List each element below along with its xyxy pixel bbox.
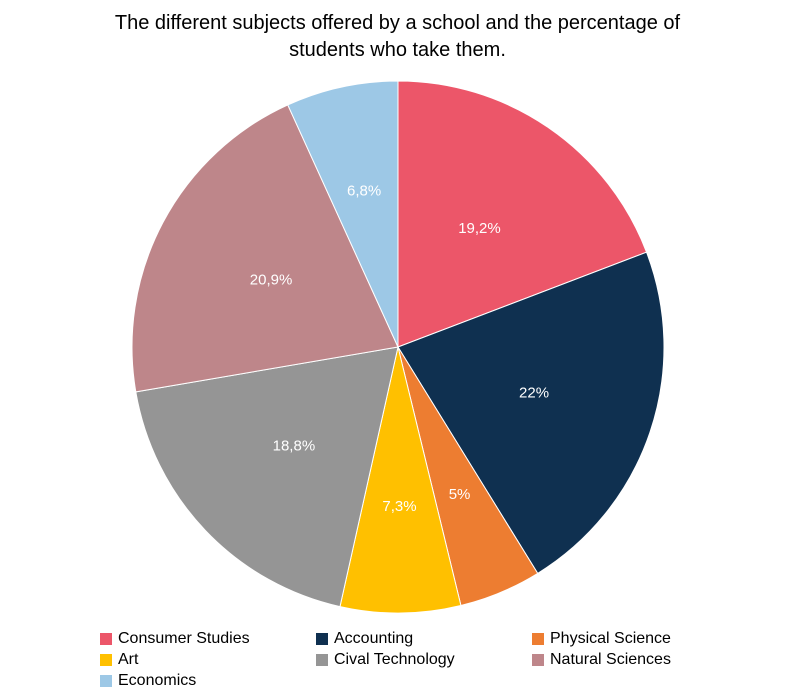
data-label-cival-technology: 18,8% xyxy=(273,437,316,454)
pie-slice-natural-sciences xyxy=(131,104,399,393)
legend-item-physical-science: Physical Science xyxy=(532,628,748,649)
data-label-art: 7,3% xyxy=(382,498,416,515)
pie-slice-economics xyxy=(287,80,399,348)
legend-item-cival-technology: Cival Technology xyxy=(316,649,532,670)
legend-swatch-accounting xyxy=(316,632,328,645)
legend-label-cival-technology: Cival Technology xyxy=(334,650,455,668)
chart-title-line-1: The different subjects offered by a scho… xyxy=(114,12,681,34)
data-label-consumer-studies: 19,2% xyxy=(458,220,501,237)
legend-item-natural-sciences: Natural Sciences xyxy=(532,649,748,670)
legend-swatch-economics xyxy=(100,674,112,687)
legend-label-art: Art xyxy=(118,650,139,668)
legend-label-physical-science: Physical Science xyxy=(550,629,671,647)
legend-item-accounting: Accounting xyxy=(316,628,532,649)
legend-swatch-natural-sciences xyxy=(532,653,544,666)
legend-item-art: Art xyxy=(100,649,316,670)
legend-item-economics: Economics xyxy=(100,670,316,691)
legend-item-consumer-studies: Consumer Studies xyxy=(100,628,316,649)
data-label-natural-sciences: 20,9% xyxy=(250,271,293,288)
data-label-economics: 6,8% xyxy=(347,183,381,200)
legend-label-natural-sciences: Natural Sciences xyxy=(550,650,671,668)
pie-data-labels: 19,2% 22% 5% 7,3% 18,8% 20,9% 6,8% xyxy=(250,183,549,516)
pie-slice-consumer-studies xyxy=(397,80,648,348)
legend-swatch-physical-science xyxy=(532,632,544,645)
pie-slice-accounting xyxy=(397,251,665,575)
chart-title: The different subjects offered by a scho… xyxy=(0,10,795,64)
legend-label-accounting: Accounting xyxy=(334,629,414,647)
pie-slice-cival-technology xyxy=(135,346,399,608)
legend-swatch-consumer-studies xyxy=(100,632,112,645)
legend-label-consumer-studies: Consumer Studies xyxy=(118,629,250,647)
pie-slices xyxy=(131,80,665,614)
data-label-physical-science: 5% xyxy=(449,486,471,503)
legend-swatch-cival-technology xyxy=(316,653,328,666)
legend-label-economics: Economics xyxy=(118,671,197,689)
chart-title-line-2: students who take them. xyxy=(289,39,506,61)
chart-legend: Consumer Studies Accounting Physical Scien… xyxy=(100,628,760,691)
pie-chart: 19,2% 22% 5% 7,3% 18,8% 20,9% 6,8% xyxy=(131,80,665,614)
data-label-accounting: 22% xyxy=(519,385,549,402)
legend-swatch-art xyxy=(100,653,112,666)
pie-slice-art xyxy=(339,346,462,614)
